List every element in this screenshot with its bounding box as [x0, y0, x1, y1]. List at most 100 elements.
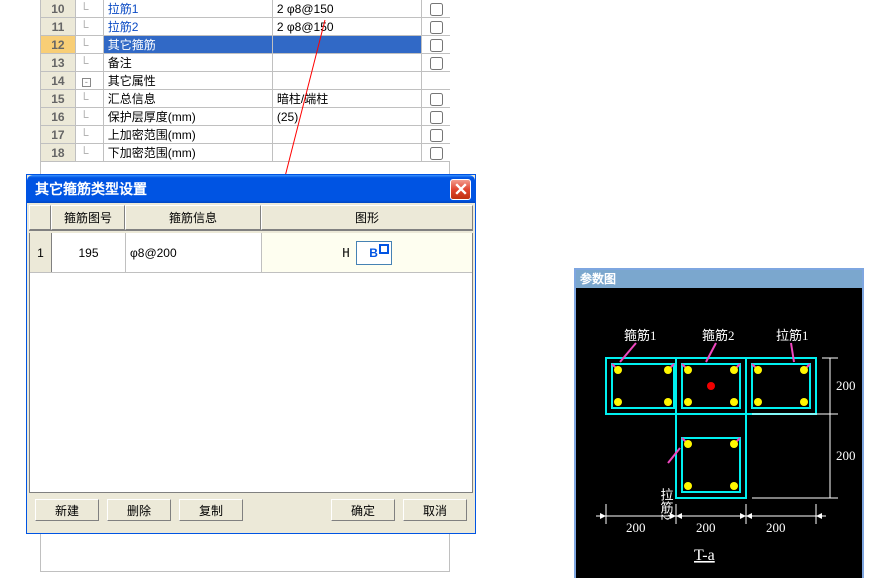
tree-toggle: └: [76, 144, 104, 161]
param-title: 参数图: [576, 270, 862, 288]
header-col3: 图形: [261, 205, 473, 230]
prop-value[interactable]: 2 φ8@150: [273, 0, 422, 17]
dialog-title-bar: 其它箍筋类型设置: [27, 175, 475, 203]
row-index: 14: [41, 72, 76, 89]
shape-corner-icon: [379, 244, 389, 254]
tree-toggle[interactable]: -: [76, 72, 104, 89]
prop-name: 下加密范围(mm): [104, 144, 273, 161]
grid-row[interactable]: 1 195 φ8@200 H B: [30, 233, 472, 273]
tree-toggle: └: [76, 108, 104, 125]
header-col1: 箍筋图号: [51, 205, 125, 230]
new-button[interactable]: 新建: [35, 499, 99, 521]
grid-body: 1 195 φ8@200 H B: [29, 233, 473, 493]
property-row[interactable]: 11└拉筋22 φ8@150: [41, 18, 450, 36]
tree-toggle: └: [76, 54, 104, 71]
prop-value[interactable]: [273, 126, 422, 143]
property-row[interactable]: 17└上加密范围(mm): [41, 126, 450, 144]
prop-checkbox-cell: [422, 126, 450, 143]
prop-name: 备注: [104, 54, 273, 71]
delete-button[interactable]: 删除: [107, 499, 171, 521]
row-index: 17: [41, 126, 76, 143]
row-stirrup-info: φ8@200: [126, 233, 262, 272]
label-tie1: 拉筋1: [776, 328, 809, 343]
header-col2: 箍筋信息: [125, 205, 261, 230]
prop-name: 其它属性: [104, 72, 273, 89]
shape-letter: B: [369, 246, 378, 260]
property-row[interactable]: 15└汇总信息暗柱/端柱: [41, 90, 450, 108]
stirrup-type-dialog: 其它箍筋类型设置 箍筋图号 箍筋信息 图形 1 195 φ8@200 H B 新…: [26, 174, 476, 534]
prop-checkbox[interactable]: [430, 3, 443, 16]
label-stirrup1: 箍筋1: [624, 328, 657, 343]
property-row[interactable]: 18└下加密范围(mm): [41, 144, 450, 162]
prop-checkbox-cell: [422, 144, 450, 161]
close-button[interactable]: [450, 179, 471, 200]
button-row: 新建 删除 复制 确定 取消: [27, 493, 475, 527]
dialog-title: 其它箍筋类型设置: [31, 179, 450, 199]
prop-name: 拉筋2: [104, 18, 273, 35]
property-table: 10└拉筋12 φ8@15011└拉筋22 φ8@15012└其它箍筋13└备注…: [40, 0, 450, 162]
param-diagram-window: 参数图 箍筋1 箍筋2 拉筋1: [574, 268, 864, 578]
prop-checkbox[interactable]: [430, 39, 443, 52]
prop-value[interactable]: 2 φ8@150: [273, 18, 422, 35]
tree-toggle: └: [76, 36, 104, 53]
prop-value[interactable]: (25): [273, 108, 422, 125]
prop-checkbox[interactable]: [430, 129, 443, 142]
row-index: 18: [41, 144, 76, 161]
prop-value[interactable]: [273, 72, 422, 89]
prop-checkbox-cell: [422, 0, 450, 17]
prop-checkbox[interactable]: [430, 147, 443, 160]
row-index: 12: [41, 36, 76, 53]
row-diagram-no: 195: [52, 233, 126, 272]
prop-checkbox[interactable]: [430, 111, 443, 124]
prop-checkbox-cell: [422, 36, 450, 53]
tree-toggle: └: [76, 90, 104, 107]
row-shape[interactable]: H B: [262, 233, 472, 272]
row-index: 15: [41, 90, 76, 107]
dim-h2: 200: [836, 448, 856, 463]
prop-name: 其它箍筋: [104, 36, 273, 53]
prop-value[interactable]: 暗柱/端柱: [273, 90, 422, 107]
row-index: 13: [41, 54, 76, 71]
prop-checkbox[interactable]: [430, 93, 443, 106]
copy-button[interactable]: 复制: [179, 499, 243, 521]
grid-header: 箍筋图号 箍筋信息 图形: [29, 205, 473, 231]
row-index: 1: [30, 233, 52, 272]
prop-checkbox-cell: [422, 108, 450, 125]
property-row[interactable]: 13└备注: [41, 54, 450, 72]
shape-preview[interactable]: B: [356, 241, 392, 265]
tree-toggle: └: [76, 18, 104, 35]
prop-checkbox[interactable]: [430, 57, 443, 70]
property-row[interactable]: 14-其它属性: [41, 72, 450, 90]
prop-checkbox-cell: [422, 90, 450, 107]
header-index: [29, 205, 51, 230]
row-index: 11: [41, 18, 76, 35]
prop-value[interactable]: [273, 54, 422, 71]
tree-toggle: └: [76, 126, 104, 143]
dim-w3: 200: [766, 520, 786, 535]
prop-name: 拉筋1: [104, 0, 273, 17]
row-index: 10: [41, 0, 76, 17]
row-index: 16: [41, 108, 76, 125]
dim-w1: 200: [626, 520, 646, 535]
property-row[interactable]: 16└保护层厚度(mm)(25): [41, 108, 450, 126]
param-canvas: 箍筋1 箍筋2 拉筋1: [576, 288, 862, 578]
prop-checkbox-cell: [422, 54, 450, 71]
prop-name: 汇总信息: [104, 90, 273, 107]
dim-w2: 200: [696, 520, 716, 535]
dim-h1: 200: [836, 378, 856, 393]
shape-label: H: [342, 246, 349, 260]
label-stirrup2: 箍筋2: [702, 328, 735, 343]
property-row[interactable]: 12└其它箍筋: [41, 36, 450, 54]
cancel-button[interactable]: 取消: [403, 499, 467, 521]
tree-toggle: └: [76, 0, 104, 17]
prop-value[interactable]: [273, 36, 422, 53]
prop-name: 上加密范围(mm): [104, 126, 273, 143]
ok-button[interactable]: 确定: [331, 499, 395, 521]
prop-name: 保护层厚度(mm): [104, 108, 273, 125]
prop-checkbox-cell: [422, 18, 450, 35]
section-name: T-a: [694, 547, 715, 564]
prop-value[interactable]: [273, 144, 422, 161]
prop-checkbox-cell: [422, 72, 450, 89]
property-row[interactable]: 10└拉筋12 φ8@150: [41, 0, 450, 18]
prop-checkbox[interactable]: [430, 21, 443, 34]
